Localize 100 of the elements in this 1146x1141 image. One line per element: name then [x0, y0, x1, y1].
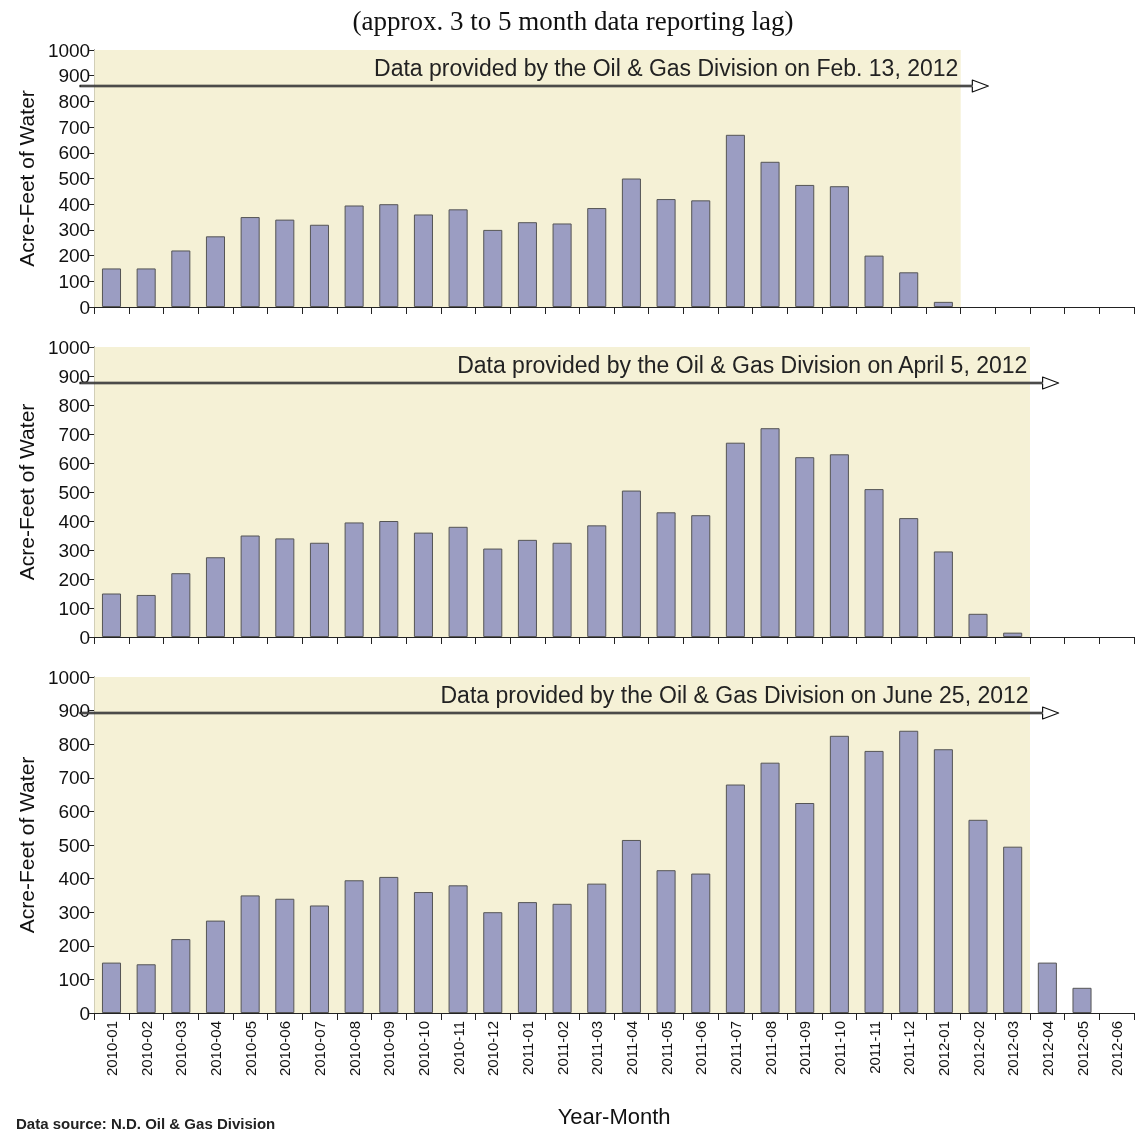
y-tick-label: 1000: [47, 666, 91, 688]
x-tick-label: 2010-05: [241, 1021, 259, 1077]
bar: [864, 750, 884, 1013]
bar: [933, 301, 953, 307]
bar: [517, 222, 537, 307]
bar: [171, 250, 191, 307]
bar: [621, 490, 641, 637]
y-tick-label: 200: [58, 245, 91, 267]
bar: [587, 525, 607, 637]
y-tick-label: 800: [58, 733, 91, 755]
bar: [933, 749, 953, 1013]
bar: [621, 839, 641, 1013]
bar: [795, 803, 815, 1013]
bar: [587, 208, 607, 307]
bar: [933, 551, 953, 637]
x-tick-label: 2012-02: [969, 1021, 987, 1077]
y-tick-label: 0: [79, 296, 91, 318]
bar: [344, 205, 364, 307]
bar: [101, 962, 122, 1013]
bar: [483, 912, 503, 1013]
bar: [309, 224, 329, 307]
y-tick-label: 700: [58, 423, 91, 445]
y-tick-label: 600: [58, 800, 91, 822]
bar: [379, 876, 399, 1013]
x-tick-label: 2010-02: [137, 1021, 155, 1077]
bar: [309, 542, 329, 637]
bar: [1003, 632, 1023, 637]
bar: [864, 489, 884, 637]
bar: [205, 920, 226, 1013]
x-tick-label: 2010-12: [484, 1021, 502, 1077]
x-tick-label: 2010-08: [345, 1021, 363, 1077]
bar: [379, 204, 399, 307]
y-tick-label: 200: [58, 568, 91, 590]
bar: [240, 217, 260, 307]
x-tick-label: 2010-09: [380, 1021, 398, 1077]
bar: [448, 526, 468, 637]
bar: [621, 178, 641, 307]
bar: [344, 522, 364, 637]
bar: [899, 272, 919, 307]
bar: [1037, 962, 1057, 1013]
x-tick-label: 2012-05: [1073, 1021, 1091, 1077]
source-note: Data source: N.D. Oil & Gas Division: [16, 1115, 276, 1132]
y-axis-title: Acre-Feet of Water: [15, 90, 38, 267]
y-tick-label: 500: [58, 168, 91, 189]
bar: [205, 557, 226, 637]
bar: [101, 593, 122, 637]
bar: [101, 268, 122, 307]
x-tick-label: 2011-07: [726, 1021, 744, 1075]
bar: [725, 134, 745, 307]
x-tick-label: 2010-11: [449, 1021, 467, 1075]
x-tick-label: 2012-03: [1004, 1021, 1022, 1077]
bar: [552, 903, 572, 1013]
bar: [968, 819, 988, 1013]
x-tick-label: 2011-02: [553, 1021, 571, 1075]
bar: [344, 880, 364, 1013]
bar: [552, 542, 572, 637]
bar: [379, 521, 399, 637]
x-tick-label: 2010-07: [310, 1021, 328, 1077]
y-tick-label: 800: [58, 90, 91, 112]
x-tick-label: 2012-06: [1108, 1021, 1126, 1077]
bar: [760, 161, 780, 307]
y-tick-label: 100: [58, 270, 91, 292]
bar: [136, 594, 156, 637]
bar: [136, 964, 156, 1013]
y-tick-label: 800: [58, 394, 91, 416]
bar: [136, 268, 156, 307]
bar: [240, 535, 260, 637]
y-tick-label: 100: [58, 968, 91, 990]
bar: [656, 870, 676, 1013]
bar: [275, 898, 295, 1013]
y-axis-title: Acre-Feet of Water: [15, 403, 38, 581]
bar: [517, 539, 537, 637]
bar: [760, 428, 780, 637]
bar: [899, 518, 919, 637]
bar: [829, 454, 849, 637]
bar: [829, 186, 849, 307]
y-tick-label: 700: [58, 767, 91, 789]
x-tick-label: 2010-04: [206, 1021, 224, 1077]
y-tick-label: 200: [58, 935, 91, 957]
bar: [725, 442, 745, 637]
bar: [899, 730, 919, 1013]
y-tick-label: 600: [58, 452, 91, 474]
y-tick-label: 0: [79, 1002, 91, 1024]
y-tick-label: 500: [58, 834, 91, 856]
bar: [517, 902, 537, 1013]
bar: [448, 209, 468, 307]
y-tick-label: 900: [58, 65, 91, 87]
y-tick-label: 100: [58, 597, 91, 619]
bar: [691, 873, 711, 1013]
y-tick-label: 0: [79, 626, 91, 648]
bar: [275, 219, 295, 307]
y-tick-label: 900: [58, 700, 91, 722]
bar: [691, 200, 711, 307]
x-tick-label: 2011-06: [692, 1021, 710, 1075]
bar: [309, 905, 329, 1013]
x-tick-label: 2010-01: [103, 1021, 120, 1077]
bar: [691, 515, 711, 637]
bar: [795, 457, 815, 637]
x-tick-label: 2011-05: [657, 1021, 675, 1075]
bar: [171, 939, 191, 1013]
